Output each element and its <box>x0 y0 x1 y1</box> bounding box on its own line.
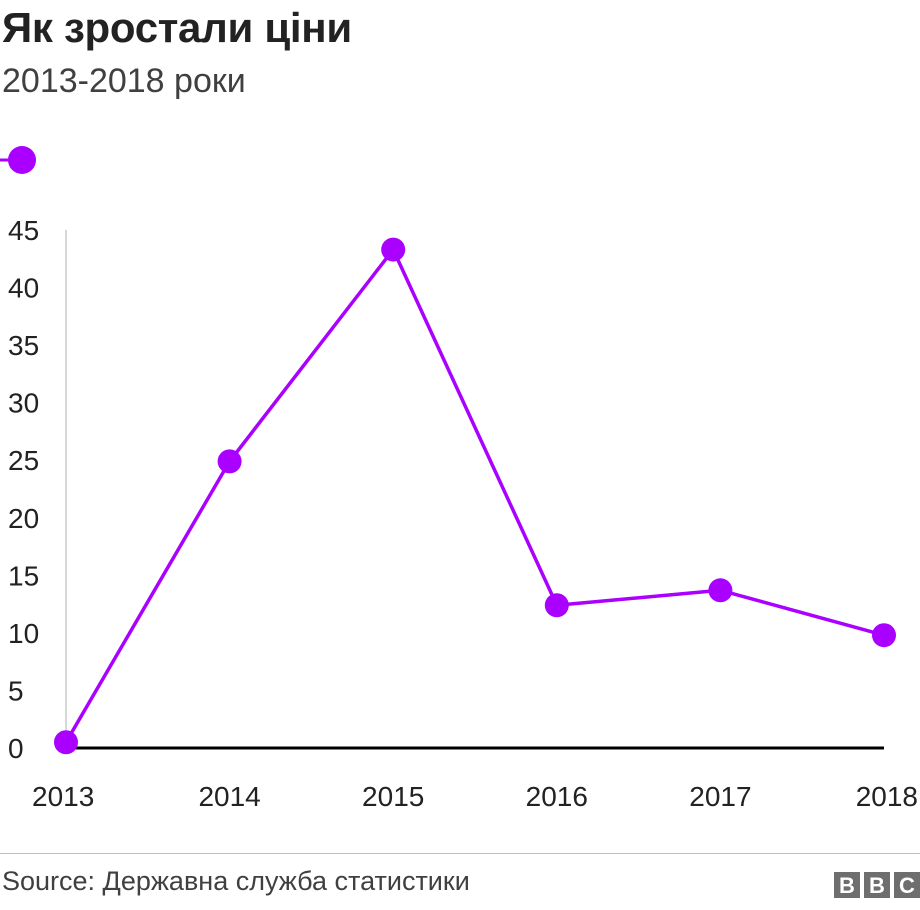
series <box>54 237 896 755</box>
bbc-logo-letter: C <box>894 872 920 898</box>
y-tick-label: 45 <box>8 215 39 246</box>
legend-marker <box>8 146 36 174</box>
x-tick-label: 2017 <box>689 781 751 812</box>
y-tick-label: 20 <box>8 503 39 534</box>
x-tick-label: 2015 <box>362 781 424 812</box>
series-line <box>64 247 885 744</box>
chart-title: Як зростали ціни <box>2 4 352 51</box>
data-point <box>708 578 733 603</box>
bbc-logo: B B C <box>834 872 920 898</box>
y-tick-label: 35 <box>8 330 39 361</box>
chart-subtitle: 2013-2018 роки <box>2 62 246 100</box>
y-axis: 0 5 10 15 20 25 30 35 40 45 <box>8 215 67 764</box>
data-point <box>544 593 569 618</box>
y-tick-label: 10 <box>8 618 39 649</box>
data-point <box>381 237 406 262</box>
y-tick-label: 0 <box>8 733 24 764</box>
bbc-logo-letter: B <box>864 872 890 898</box>
source-note: Source: Державна служба статистики <box>2 866 470 896</box>
x-axis: 2013 2014 2015 2016 2017 2018 <box>32 746 918 812</box>
x-tick-label: 2016 <box>526 781 588 812</box>
footer-divider <box>0 853 920 854</box>
data-point <box>217 449 242 474</box>
y-tick-label: 15 <box>8 560 39 591</box>
data-point <box>54 730 78 755</box>
data-point <box>872 623 896 648</box>
y-tick-label: 5 <box>8 675 24 706</box>
legend-swatch <box>0 146 36 174</box>
y-tick-label: 30 <box>8 388 39 419</box>
bbc-logo-letter: B <box>834 872 860 898</box>
x-tick-label: 2014 <box>198 781 260 812</box>
x-tick-label: 2018 <box>856 781 918 812</box>
legend <box>0 140 60 180</box>
x-tick-label: 2013 <box>32 781 94 812</box>
y-tick-label: 25 <box>8 445 39 476</box>
y-tick-label: 40 <box>8 273 39 304</box>
